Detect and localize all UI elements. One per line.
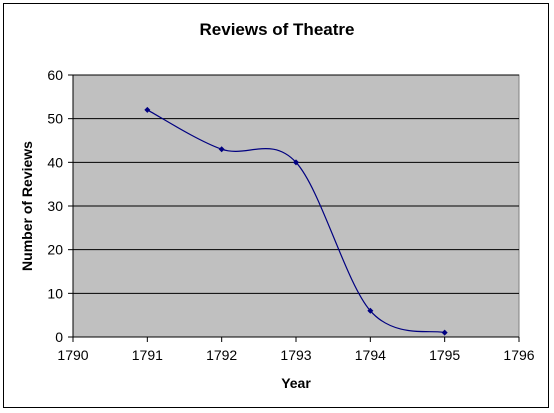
- chart-title: Reviews of Theatre: [200, 20, 355, 39]
- data-point-1793: [293, 159, 299, 166]
- y-tick-label-30: 30: [47, 198, 63, 214]
- x-tick-label-1794: 1794: [355, 347, 386, 363]
- y-tick-label-60: 60: [47, 67, 63, 83]
- x-tick-label-1791: 1791: [132, 347, 163, 363]
- y-tick-label-20: 20: [47, 242, 63, 258]
- y-axis-title: Number of Reviews: [19, 141, 35, 271]
- y-tick-label-50: 50: [47, 111, 63, 127]
- y-tick-label-40: 40: [47, 154, 63, 170]
- series-line: [147, 109, 445, 334]
- x-tick-label-1792: 1792: [206, 347, 237, 363]
- y-tick-label-10: 10: [47, 285, 63, 301]
- gridlines: [73, 74, 519, 294]
- data-point-1794: [367, 307, 374, 314]
- x-tick-label-1790: 1790: [57, 347, 88, 363]
- y-tick-labels: 0 10 20 30 40 50 60: [47, 67, 63, 345]
- y-tick-label-0: 0: [55, 329, 63, 345]
- data-point-1792: [218, 146, 225, 153]
- data-point-1791: [144, 106, 151, 113]
- x-tick-label-1795: 1795: [429, 347, 460, 363]
- data-point-1795: [441, 329, 448, 336]
- x-axis-title: Year: [281, 375, 311, 391]
- axes: [68, 74, 520, 342]
- series-reviews: [144, 106, 448, 336]
- x-tick-label-1793: 1793: [280, 347, 311, 363]
- x-tick-labels: 1790 1791 1792 1793 1794 1795 1796: [57, 347, 534, 363]
- x-tick-label-1796: 1796: [503, 347, 534, 363]
